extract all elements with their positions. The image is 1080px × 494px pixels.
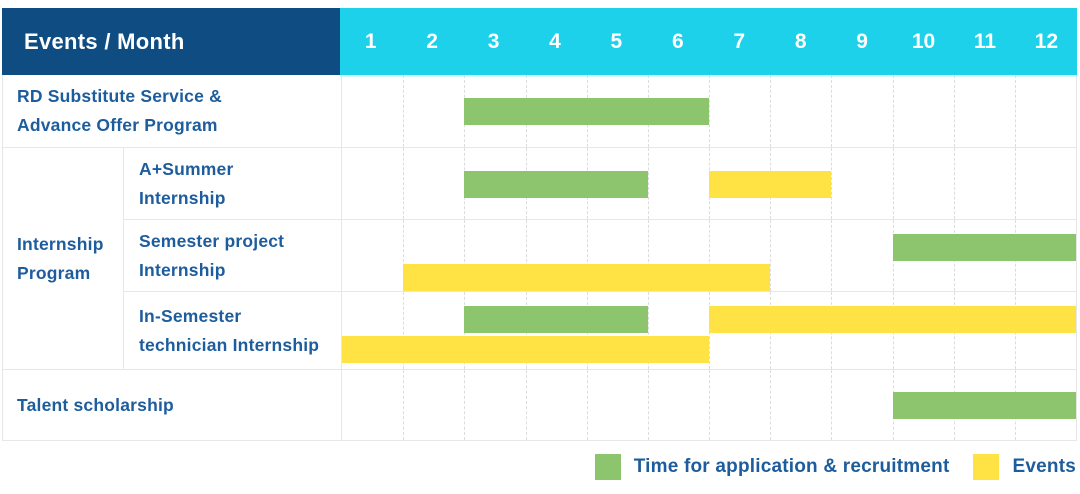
month-gridline: [403, 220, 405, 291]
legend-item: Time for application & recruitment: [594, 454, 950, 480]
month-gridline: [586, 370, 588, 440]
application-recruitment-bar: [892, 392, 1076, 419]
month-header-cell-2: 2: [426, 29, 438, 53]
month-header-cell-12: 12: [1034, 29, 1059, 53]
month-header-cell-10: 10: [911, 29, 936, 53]
month-gridline: [647, 370, 649, 440]
month-header-cell-7: 7: [733, 29, 746, 53]
row-label: In-Semester technician Internship: [123, 292, 341, 370]
month-gridline: [403, 148, 405, 219]
month-gridline: [953, 148, 955, 219]
chart-row: [341, 292, 1076, 370]
month-header-row: 1 2 3 4 5 6 7 8 9 10 11 12: [340, 8, 1077, 75]
month-header-cell-8: 8: [794, 29, 807, 53]
month-gridline: [770, 370, 772, 440]
green-legend-swatch: [594, 454, 621, 480]
row-label: RD Substitute Service & Advance Offer Pr…: [3, 75, 341, 148]
table-body: RD Substitute Service & Advance Offer Pr…: [2, 75, 1077, 441]
month-header-cell-5: 5: [610, 29, 623, 53]
month-gridline: [525, 370, 527, 440]
month-gridline: [403, 292, 405, 369]
events-bar: [709, 170, 832, 198]
month-gridline: [464, 370, 466, 440]
group-label-internship-program: Internship Program: [3, 148, 123, 370]
row-label: Semester project Internship: [123, 220, 341, 292]
month-header-cell-3: 3: [487, 29, 500, 53]
month-gridline: [709, 75, 710, 147]
month-gridline: [770, 75, 772, 147]
legend: Time for application & recruitment Events: [594, 454, 1076, 480]
row-label: A+Summer Internship: [123, 148, 341, 220]
legend-label: Time for application & recruitment: [633, 456, 950, 477]
month-gridline: [953, 75, 955, 147]
month-gridline: [403, 370, 405, 440]
application-recruitment-bar: [464, 306, 648, 333]
month-gridline: [831, 370, 833, 440]
month-gridline: [647, 148, 649, 219]
month-header-cell-4: 4: [549, 29, 561, 53]
table-header-row: Events / Month 1 2 3 4 5 6 7 8 9 10 11 12: [2, 8, 1077, 75]
month-gridline: [709, 370, 710, 440]
month-gridline: [647, 220, 649, 291]
events-month-table: Events / Month 1 2 3 4 5 6 7 8 9 10 11 12 RD Substi…: [2, 8, 1077, 441]
yellow-legend-swatch: [973, 454, 1000, 480]
events-bar: [403, 264, 771, 291]
row-label: Talent scholarship: [3, 370, 341, 441]
month-header-cell-6: 6: [671, 29, 684, 53]
month-header-cell-11: 11: [973, 29, 997, 53]
application-recruitment-bar: [464, 170, 648, 198]
month-gridline: [403, 75, 405, 147]
application-recruitment-bar: [464, 98, 709, 125]
month-gridline: [770, 220, 772, 291]
legend-item: Events: [973, 454, 1076, 480]
application-recruitment-bar: [892, 234, 1076, 261]
month-header-cell-9: 9: [856, 29, 868, 53]
month-gridline: [1014, 148, 1016, 219]
chart-row: [341, 75, 1076, 148]
month-gridline: [892, 75, 894, 147]
month-gridline: [464, 220, 466, 291]
chart-row: [341, 370, 1076, 441]
month-gridline: [831, 220, 833, 291]
month-gridline: [1014, 75, 1016, 147]
events-bar: [342, 336, 709, 363]
month-gridline: [831, 75, 833, 147]
month-gridline: [647, 292, 649, 369]
month-gridline: [709, 220, 710, 291]
events-bar: [709, 306, 1076, 333]
chart-row: [341, 148, 1076, 220]
legend-label: Events: [1012, 456, 1076, 477]
month-header-cell-1: 1: [364, 29, 377, 53]
month-gridline: [831, 148, 833, 219]
month-gridline: [525, 220, 527, 291]
events-month-header: Events / Month: [2, 8, 340, 75]
month-gridline: [586, 220, 588, 291]
month-gridline: [892, 148, 894, 219]
chart-row: [341, 220, 1076, 292]
